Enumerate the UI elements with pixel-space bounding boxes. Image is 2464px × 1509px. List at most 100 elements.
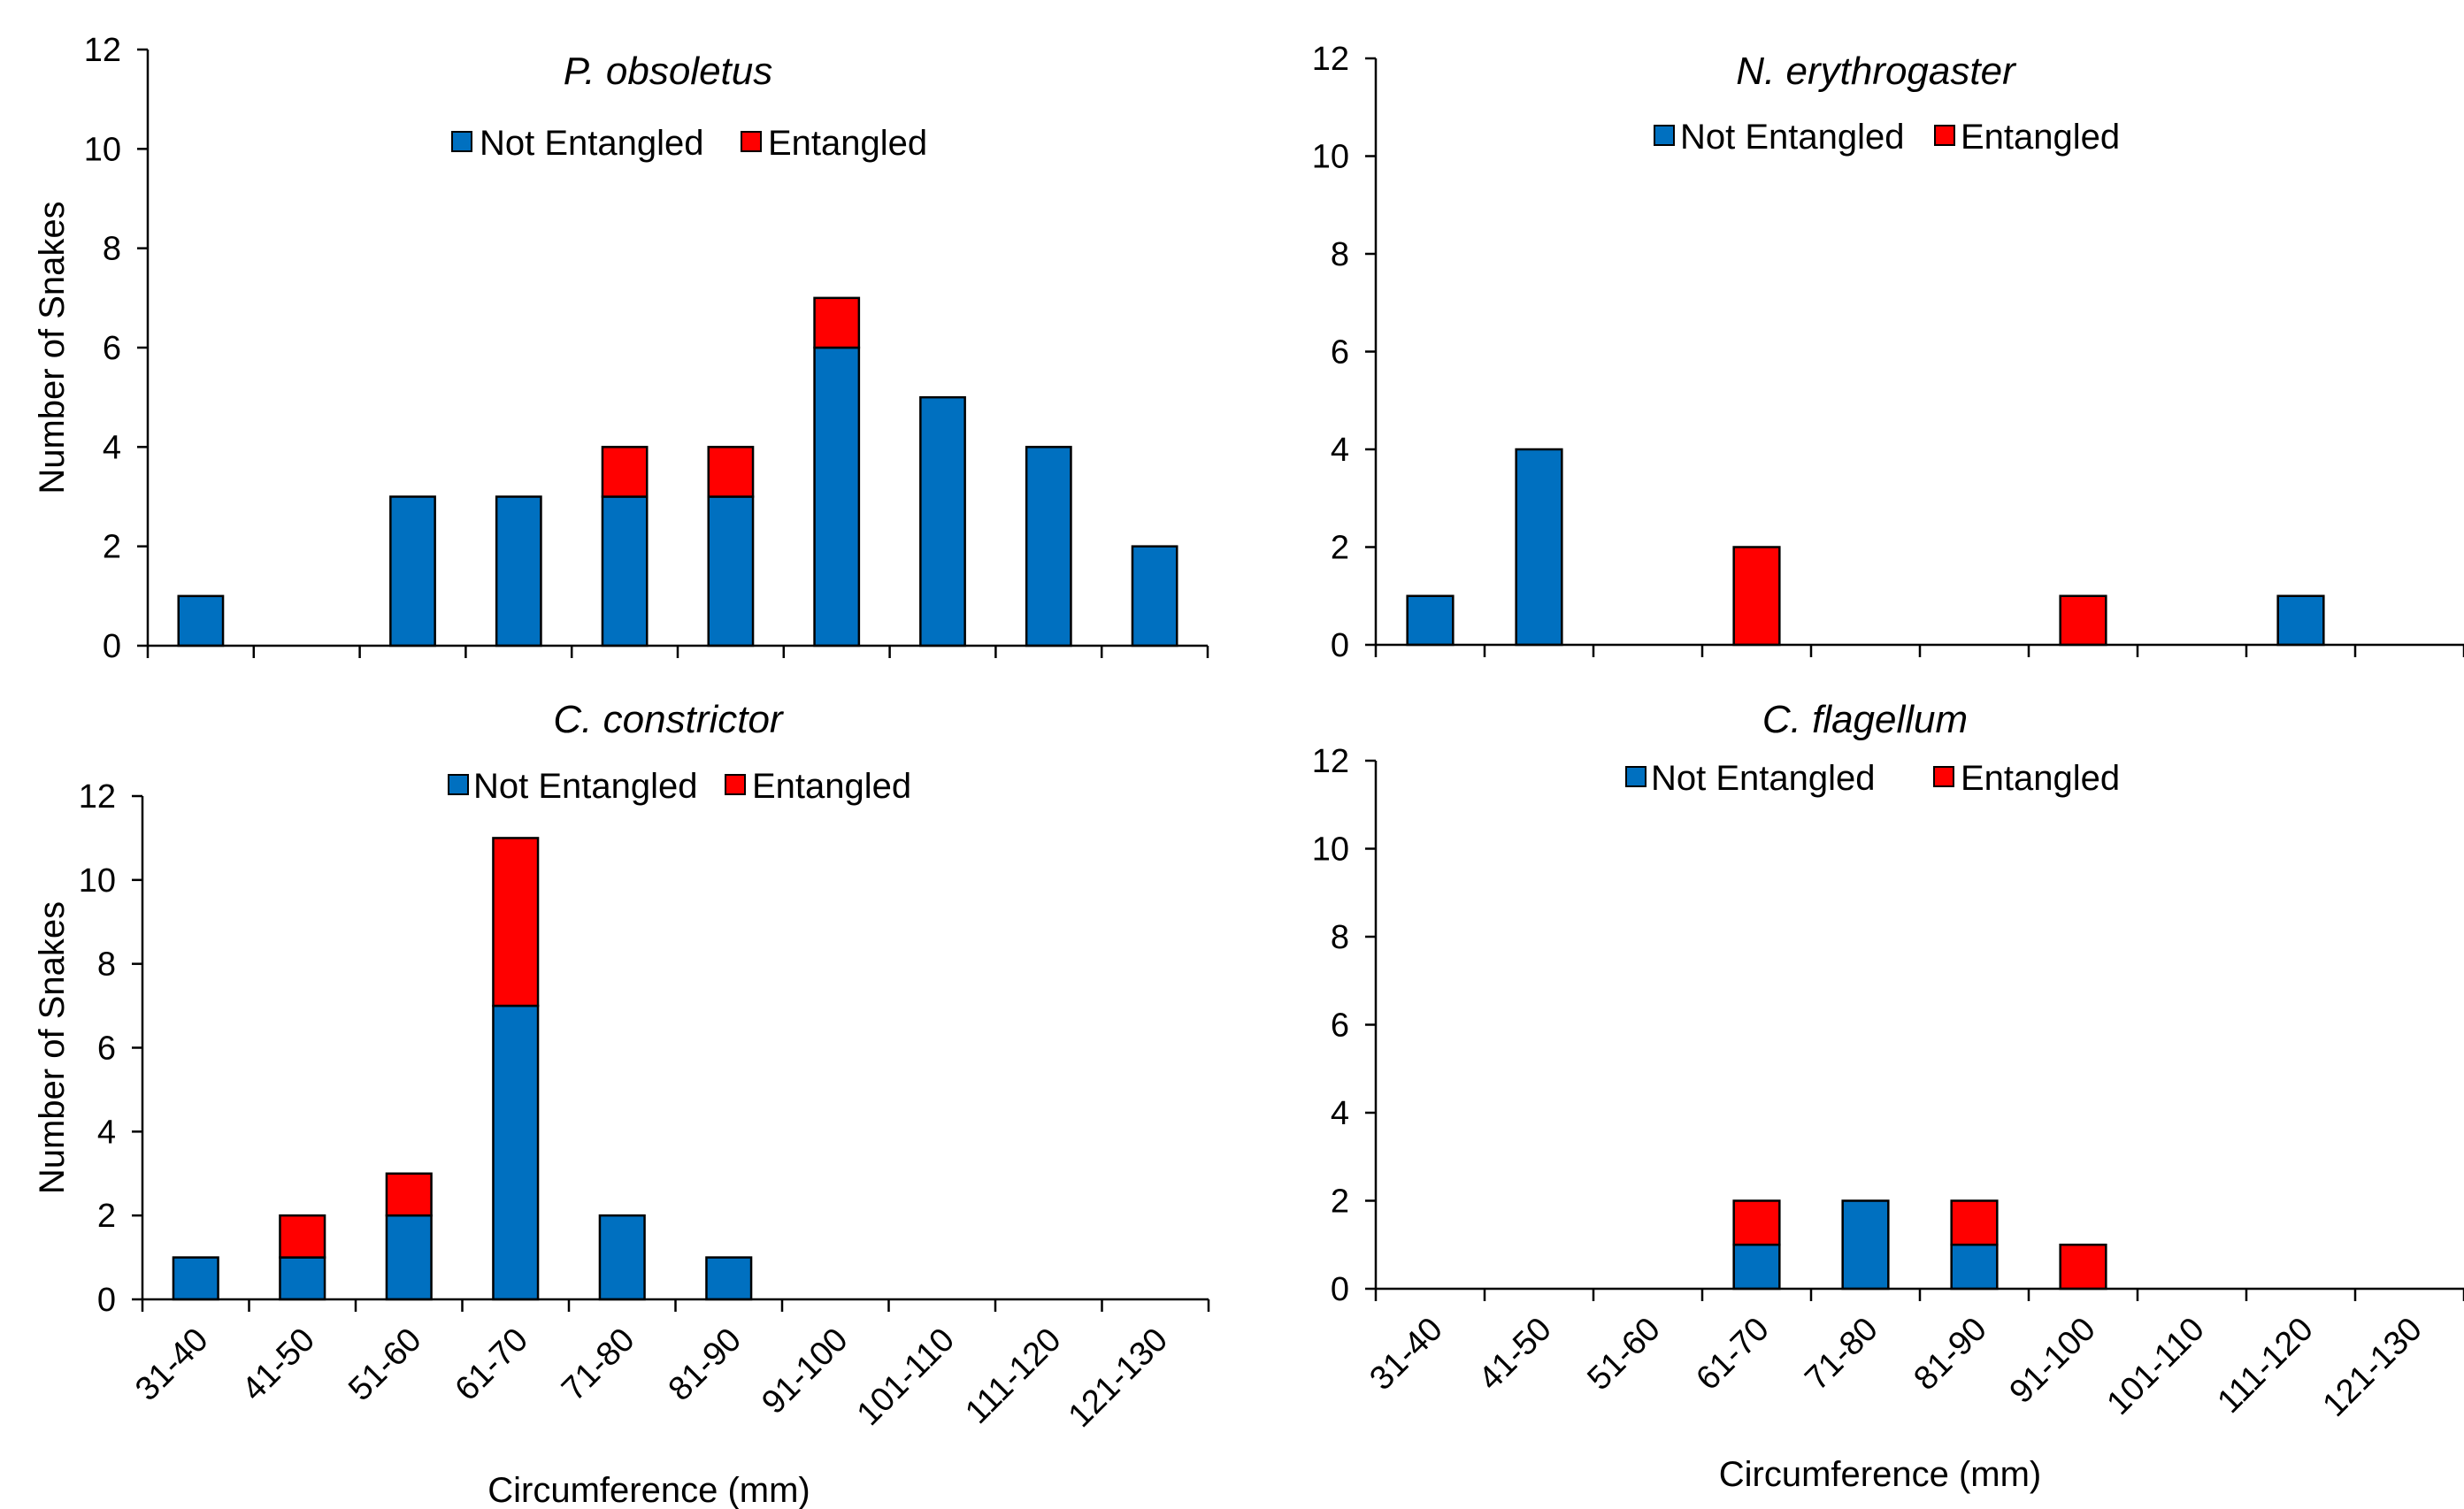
y-tick-label: 4 xyxy=(1331,432,1349,469)
bar-not-entangled-91-100 xyxy=(815,348,859,646)
bar-entangled-61-70 xyxy=(1734,1201,1780,1245)
legend-swatch-not-entangled xyxy=(1626,767,1646,786)
x-tick-label: 71-80 xyxy=(555,1321,641,1408)
bar-not-entangled-61-70 xyxy=(496,497,541,647)
bar-not-entangled-81-90 xyxy=(709,497,753,647)
chart-title: C. flagellum xyxy=(1762,698,1968,741)
chart-title: P. obsoletus xyxy=(564,50,772,93)
legend-swatch-entangled xyxy=(1935,126,1954,145)
bar-not-entangled-71-80 xyxy=(603,497,647,647)
legend-swatch-not-entangled xyxy=(1654,126,1674,145)
legend-swatch-entangled xyxy=(1934,767,1954,786)
bar-entangled-91-100 xyxy=(2061,596,2107,645)
x-tick-label: 101-110 xyxy=(2100,1311,2212,1422)
y-tick-label: 10 xyxy=(1312,831,1349,869)
bar-entangled-61-70 xyxy=(493,838,538,1006)
y-axis-title: Number of Snakes xyxy=(33,901,72,1194)
y-tick-label: 12 xyxy=(79,778,116,816)
y-tick-label: 8 xyxy=(97,946,116,984)
x-axis-title: Circumference (mm) xyxy=(1719,1455,2041,1494)
x-tick-label: 91-100 xyxy=(755,1321,855,1421)
legend-label-entangled: Entangled xyxy=(1961,118,2120,157)
y-tick-label: 12 xyxy=(1312,41,1349,78)
x-tick-label: 41-50 xyxy=(235,1321,322,1408)
bar-not-entangled-81-90 xyxy=(1952,1245,1998,1289)
legend-swatch-entangled xyxy=(741,132,761,151)
y-tick-label: 0 xyxy=(97,1282,116,1319)
x-tick-label: 51-60 xyxy=(1580,1311,1667,1398)
y-tick-label: 8 xyxy=(1331,919,1349,956)
y-tick-label: 6 xyxy=(1331,334,1349,372)
chart-panel-3: 0 2 4 6 8 10 12 31-40 41-50 51-60 61-70 71-80 81-90 9… xyxy=(33,698,1209,1509)
bar-not-entangled-111-120 xyxy=(2278,596,2324,645)
y-tick-label: 4 xyxy=(103,429,121,466)
x-tick-label: 121-130 xyxy=(1062,1321,1175,1435)
bar-not-entangled-71-80 xyxy=(1843,1201,1889,1290)
bar-not-entangled-111-120 xyxy=(1026,447,1071,646)
legend-label-not-entangled: Not Entangled xyxy=(1651,759,1876,798)
y-tick-label: 10 xyxy=(84,131,121,168)
legend-label-entangled: Entangled xyxy=(752,767,911,806)
y-tick-label: 10 xyxy=(1312,139,1349,176)
y-tick-label: 6 xyxy=(103,330,121,367)
x-tick-label: 81-90 xyxy=(1907,1311,1993,1398)
bar-not-entangled-41-50 xyxy=(280,1258,325,1299)
bar-not-entangled-31-40 xyxy=(179,596,223,646)
legend-label-entangled: Entangled xyxy=(768,124,927,163)
x-tick-label: 91-100 xyxy=(2002,1311,2102,1411)
y-tick-label: 2 xyxy=(1331,530,1349,567)
x-tick-label: 61-70 xyxy=(1689,1311,1776,1398)
bar-not-entangled-61-70 xyxy=(1734,1245,1780,1289)
bar-entangled-81-90 xyxy=(709,447,753,496)
legend-swatch-not-entangled xyxy=(452,132,472,151)
legend-label-not-entangled: Not Entangled xyxy=(480,124,704,163)
bar-not-entangled-51-60 xyxy=(390,497,434,647)
legend-label-not-entangled: Not Entangled xyxy=(1680,118,1905,157)
y-tick-label: 10 xyxy=(79,862,116,900)
bar-not-entangled-51-60 xyxy=(387,1215,432,1299)
chart-title: C. constrictor xyxy=(553,698,785,741)
x-tick-label: 111-120 xyxy=(958,1321,1068,1431)
y-tick-label: 2 xyxy=(97,1198,116,1235)
x-axis-title: Circumference (mm) xyxy=(487,1471,810,1509)
bar-entangled-91-100 xyxy=(815,298,859,348)
x-tick-label: 61-70 xyxy=(449,1321,535,1408)
bar-entangled-91-100 xyxy=(2061,1245,2107,1289)
y-tick-label: 2 xyxy=(1331,1183,1349,1221)
y-tick-label: 6 xyxy=(97,1030,116,1068)
x-tick-label: 111-120 xyxy=(2211,1311,2321,1421)
bar-not-entangled-121-130 xyxy=(1132,547,1177,646)
bar-not-entangled-71-80 xyxy=(600,1215,645,1299)
chart-panel-1: 0 2 4 6 8 10 12 P. obsoletus Not Entangled Entang… xyxy=(33,32,1208,665)
y-tick-label: 4 xyxy=(1331,1095,1349,1132)
x-tick-label: 81-90 xyxy=(662,1321,748,1408)
y-tick-label: 4 xyxy=(97,1114,116,1151)
x-tick-label: 31-40 xyxy=(1362,1311,1449,1398)
bar-not-entangled-61-70 xyxy=(493,1006,538,1299)
y-tick-label: 0 xyxy=(1331,1271,1349,1308)
chart-panel-2: 0 2 4 6 8 10 12 N. erythrogaster Not Entangled En… xyxy=(1312,41,2464,664)
x-tick-label: 101-110 xyxy=(850,1321,962,1433)
y-tick-label: 0 xyxy=(103,628,121,665)
y-tick-label: 12 xyxy=(1312,743,1349,780)
y-tick-label: 0 xyxy=(1331,627,1349,664)
bar-not-entangled-31-40 xyxy=(173,1258,219,1299)
y-tick-label: 8 xyxy=(103,231,121,268)
bar-not-entangled-31-40 xyxy=(1408,596,1454,645)
legend-swatch-entangled xyxy=(725,775,745,794)
legend-label-entangled: Entangled xyxy=(1961,759,2120,798)
bar-entangled-71-80 xyxy=(603,447,647,496)
bar-not-entangled-41-50 xyxy=(1516,449,1562,645)
x-tick-label: 31-40 xyxy=(128,1321,215,1408)
x-tick-label: 121-130 xyxy=(2316,1311,2429,1424)
x-tick-label: 41-50 xyxy=(1471,1311,1558,1398)
y-tick-label: 8 xyxy=(1331,236,1349,273)
bar-entangled-61-70 xyxy=(1734,548,1780,646)
chart-panel-4: 0 2 4 6 8 10 12 31-40 41-50 51-60 61-70 71-80 81-90 9… xyxy=(1312,698,2464,1494)
bar-entangled-41-50 xyxy=(280,1215,325,1257)
bar-not-entangled-101-110 xyxy=(920,397,964,646)
legend-swatch-not-entangled xyxy=(449,775,468,794)
chart-title: N. erythrogaster xyxy=(1736,50,2017,93)
x-tick-label: 71-80 xyxy=(1798,1311,1884,1398)
